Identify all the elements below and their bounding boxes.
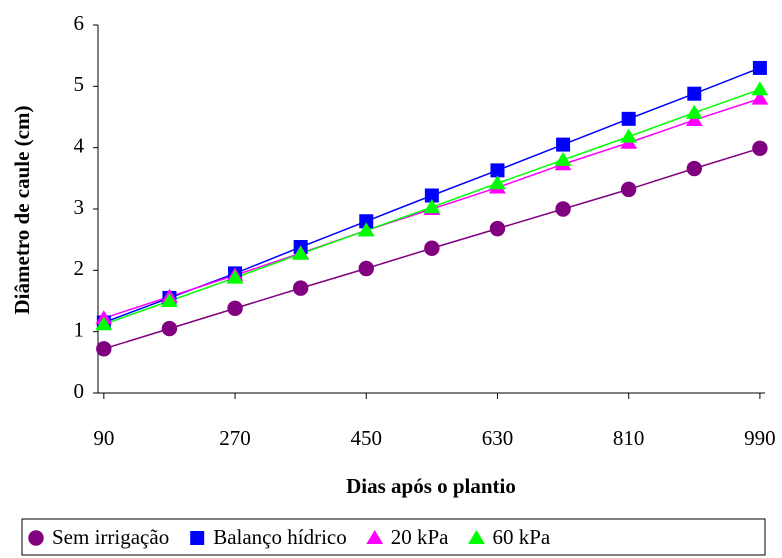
legend-marker [366,530,384,544]
marker [96,341,112,357]
marker [686,160,702,177]
y-tick-label: 2 [74,256,85,280]
legend-marker [190,531,205,545]
marker [554,151,572,166]
marker [358,260,374,277]
marker [161,320,178,337]
x-tick-label: 810 [613,426,645,450]
legend-label: 60 kPa [493,525,551,549]
marker [555,201,571,217]
y-axis-label: Diâmetro de caule (cm) [10,106,34,315]
x-tick-label: 630 [482,426,514,450]
legend-label: 20 kPa [391,525,449,549]
marker [226,269,244,284]
marker [359,214,374,229]
marker [752,60,767,75]
marker [292,280,309,296]
marker [292,245,310,260]
marker [751,90,769,105]
marker [685,112,703,127]
marker [687,86,702,101]
legend-box [21,518,766,556]
marker [489,175,506,190]
y-tick-label: 1 [74,317,85,341]
marker [490,163,505,178]
x-axis-label: Dias após o plantio [346,474,516,498]
marker [752,140,768,156]
marker [751,81,769,96]
marker [161,293,178,307]
legend-marker [468,530,485,544]
x-tick-label: 450 [351,426,383,450]
marker [489,220,506,237]
marker [95,316,113,331]
marker [357,222,375,237]
y-tick-label: 6 [74,11,85,35]
legend-marker [28,530,44,546]
x-tick-label: 90 [93,426,114,450]
marker [620,181,637,198]
marker [424,188,439,203]
marker [424,240,440,256]
x-tick-label: 990 [744,426,776,450]
y-tick-label: 3 [74,195,85,219]
y-tick-label: 4 [74,133,85,157]
legend-label: Sem irrigação [52,525,169,549]
legend-label: Balanço hídrico [213,525,347,549]
marker [227,300,243,317]
x-tick-label: 270 [219,426,251,450]
marker [621,111,636,126]
marker [685,104,703,119]
y-tick-label: 5 [74,72,85,96]
marker [423,199,441,214]
marker [556,137,571,152]
marker [620,128,638,143]
y-tick-label: 0 [74,379,85,403]
